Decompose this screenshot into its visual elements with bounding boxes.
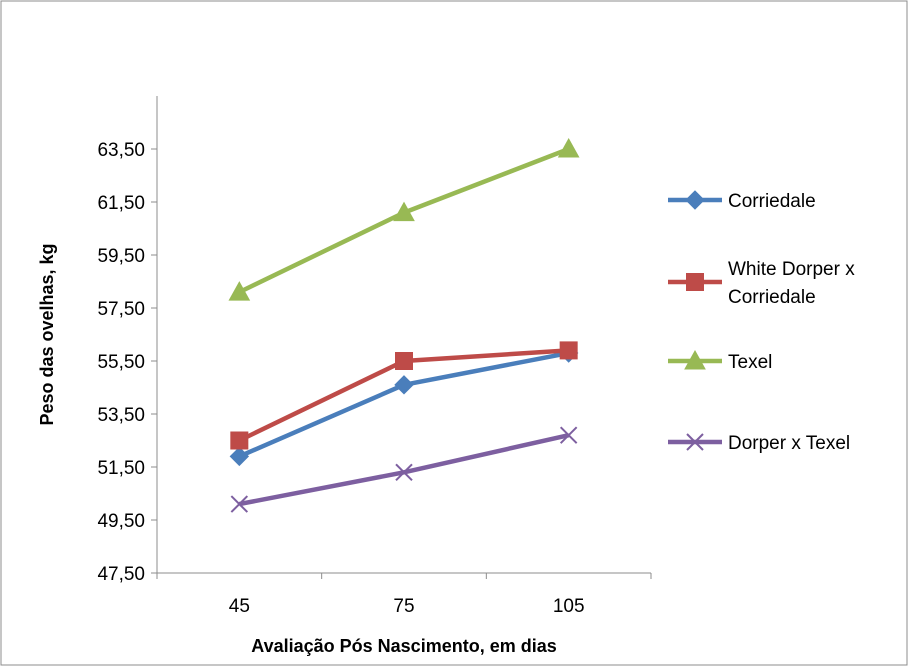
- y-tick-label: 63,50: [97, 140, 145, 161]
- data-point: [559, 341, 578, 360]
- legend-item-texel: Texel: [668, 349, 772, 373]
- x-axis-ticks: 45 75 105: [156, 573, 652, 617]
- x-tick-label: 75: [393, 596, 414, 617]
- data-point: [230, 431, 249, 450]
- data-point: [395, 463, 413, 482]
- legend-marker: [686, 273, 704, 291]
- y-tick-label: 59,50: [97, 246, 145, 267]
- data-point: [393, 201, 415, 222]
- legend-marker: [686, 433, 704, 451]
- series-layer: [228, 137, 580, 513]
- legend-item-white-dorper-x-corriedale: White Dorper x Corriedale: [668, 259, 855, 308]
- legend-item-corriedale: Corriedale: [668, 190, 816, 212]
- data-point: [395, 352, 413, 370]
- y-tick-label: 55,50: [97, 352, 145, 373]
- y-axis-ticks: 47,50 49,50 51,50 53,50 55,50 57,50 59,50 61,50…: [97, 140, 157, 585]
- series-dorper-x-texel: [230, 426, 578, 513]
- y-tick-label: 47,50: [97, 564, 145, 585]
- legend-label: Texel: [728, 352, 772, 373]
- x-marker-stroke: [559, 426, 578, 444]
- legend-label: Corriedale: [728, 191, 816, 212]
- y-tick-label: 57,50: [97, 299, 145, 320]
- series-white-dorper-x-corriedale: [230, 341, 578, 450]
- x-marker-stroke: [686, 433, 704, 451]
- legend: Corriedale White Dorper x Corriedale Texel D…: [668, 190, 855, 454]
- y-tick-label: 49,50: [97, 511, 145, 532]
- x-tick-label: 45: [229, 596, 250, 617]
- legend-item-dorper-x-texel: Dorper x Texel: [668, 433, 850, 454]
- legend-marker: [685, 190, 705, 210]
- legend-label: White Dorper x: [728, 259, 855, 280]
- data-point: [394, 375, 414, 395]
- legend-marker: [684, 349, 706, 370]
- y-axis-title: Peso das ovelhas, kg: [37, 243, 57, 425]
- x-marker-stroke: [230, 495, 249, 513]
- x-tick-label: 105: [553, 596, 585, 617]
- x-marker-stroke: [395, 463, 413, 482]
- data-point: [230, 495, 249, 513]
- y-tick-label: 51,50: [97, 458, 145, 479]
- y-tick-label: 61,50: [97, 193, 145, 214]
- legend-label: Corriedale: [728, 287, 816, 308]
- data-point: [559, 426, 578, 444]
- y-tick-label: 53,50: [97, 405, 145, 426]
- x-axis-title: Avaliação Pós Nascimento, em dias: [251, 636, 556, 656]
- data-point: [557, 137, 580, 158]
- series-texel: [228, 137, 580, 301]
- legend-label: Dorper x Texel: [728, 433, 850, 454]
- data-point: [229, 446, 250, 467]
- data-point: [228, 281, 251, 301]
